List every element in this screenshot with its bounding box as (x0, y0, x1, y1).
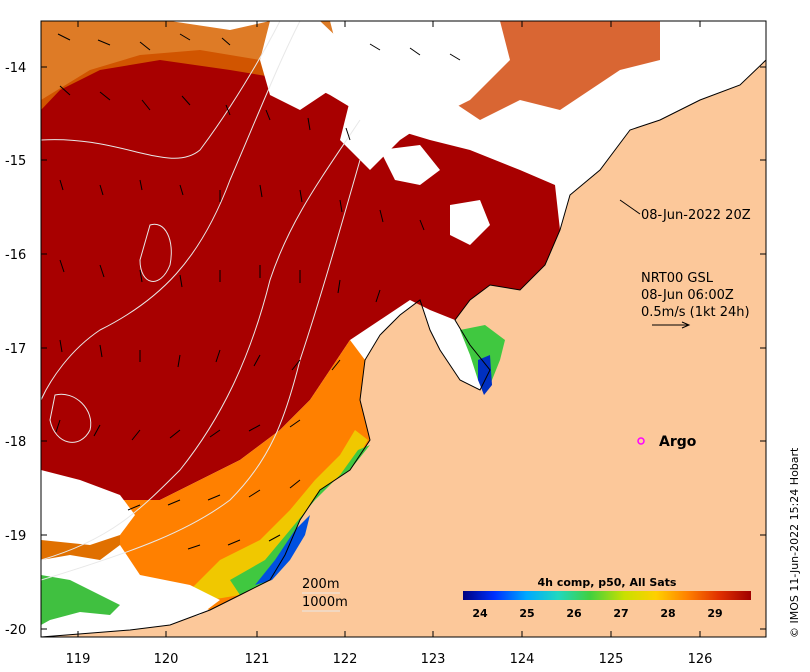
timestamp-leader (619, 199, 641, 215)
x-tick-label: 121 (245, 652, 270, 667)
x-tick-label: 124 (510, 652, 535, 667)
plot-frame (40, 20, 767, 638)
x-tick-label: 122 (333, 652, 358, 667)
sst-southwest-green (41, 575, 120, 625)
y-tick-label: -18 (5, 435, 26, 450)
sst-coastal-orange (120, 340, 370, 610)
sst-gulf-green (460, 325, 505, 385)
x-tick-label: 120 (154, 652, 179, 667)
y-tick-label: -17 (5, 342, 26, 357)
y-tick-label: -14 (5, 61, 26, 76)
x-tick-label: 125 (599, 652, 624, 667)
cloud-mask (41, 21, 766, 625)
current-vectors (55, 33, 461, 550)
sst-coastal-blue (255, 515, 310, 585)
current-model-scale: 0.5m/s (1kt 24h) (641, 305, 750, 320)
current-model-name: NRT00 GSL (641, 271, 714, 286)
colorbar-tick: 28 (660, 607, 675, 620)
y-axis (41, 66, 766, 630)
sst-gulf-blue (478, 355, 492, 395)
bathymetry-label-1000: 1000m (302, 595, 348, 610)
colorbar-tick: 24 (472, 607, 488, 620)
scene-timestamp: 08-Jun-2022 20Z (641, 208, 751, 223)
coastline (41, 59, 766, 637)
y-tick-label: -15 (5, 154, 26, 169)
y-tick-label: -20 (5, 623, 26, 638)
x-tick-label: 123 (421, 652, 446, 667)
bathymetry-label-200: 200m (302, 577, 339, 592)
colorbar-title: 4h comp, p50, All Sats (538, 576, 677, 589)
colorbar-tick: 26 (566, 607, 582, 620)
current-scale-arrow (652, 321, 691, 329)
x-tick-label: 126 (688, 652, 713, 667)
colorbar-tick: 25 (519, 607, 534, 620)
bathymetry-contours (41, 21, 361, 581)
argo-marker (637, 437, 645, 445)
x-tick-label: 119 (66, 652, 91, 667)
argo-label: Argo (659, 434, 697, 450)
colorbar-tick: 27 (613, 607, 628, 620)
plot-area (41, 21, 766, 637)
y-tick-label: -16 (5, 248, 26, 263)
colorbar (463, 591, 751, 600)
sst-coastal-yellow (190, 430, 368, 600)
x-axis (77, 21, 701, 637)
credit: © IMOS 11-Jun-2022 15:24 Hobart (788, 447, 801, 638)
colorbar-tick: 29 (707, 607, 722, 620)
current-model-time: 08-Jun 06:00Z (641, 288, 734, 303)
y-tick-label: -19 (5, 529, 26, 544)
